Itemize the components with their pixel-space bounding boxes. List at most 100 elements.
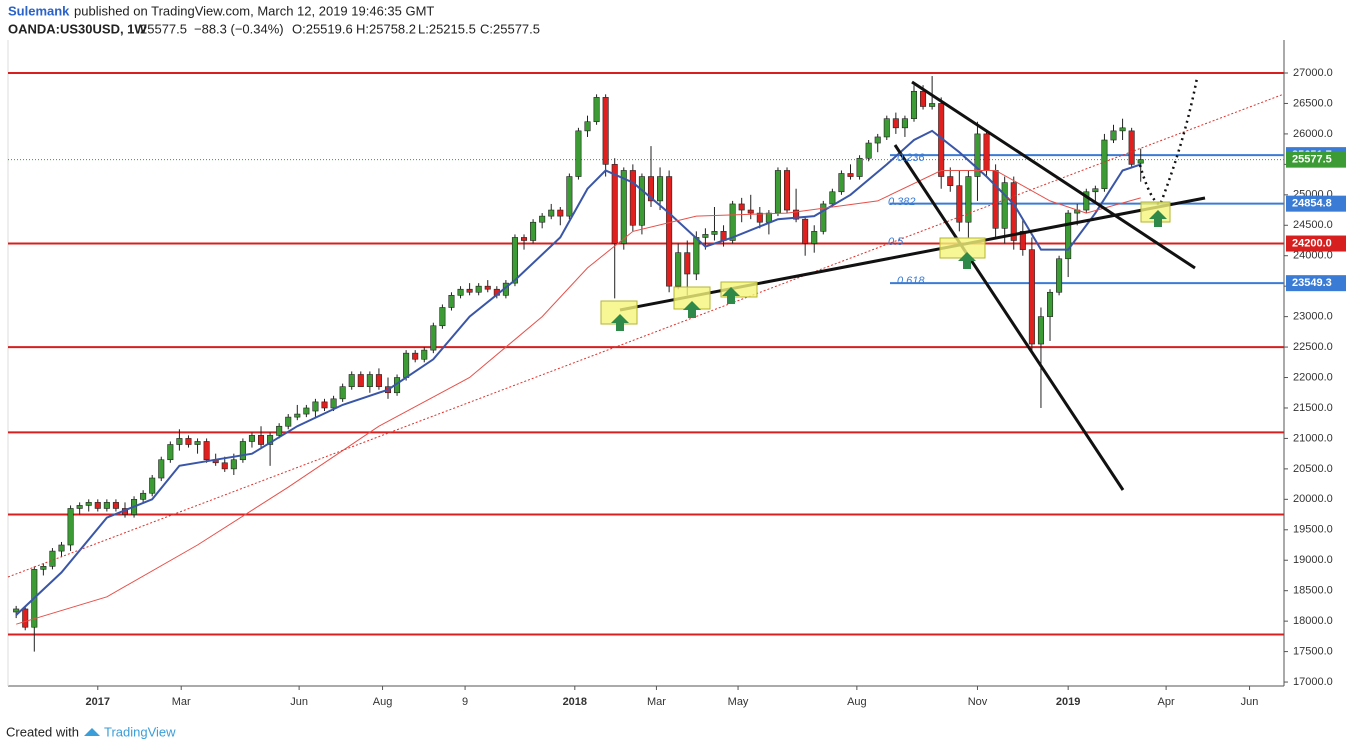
x-tick-label: Jun — [1241, 696, 1259, 708]
trend-dotted — [7, 93, 1285, 578]
author: Sulemank — [8, 3, 70, 18]
candle-body — [312, 401, 319, 412]
arrow-up — [1149, 210, 1167, 227]
candle-body — [149, 477, 156, 494]
fib-label: 0.236 — [897, 152, 925, 164]
candle-body — [657, 176, 664, 202]
candle-body — [992, 170, 999, 229]
candle-body — [530, 221, 537, 241]
candle-body — [1056, 258, 1063, 293]
fib-label: 0.618 — [897, 275, 925, 287]
published: published on TradingView.com, March 12, … — [74, 3, 434, 18]
candle-body — [348, 374, 355, 387]
candle-body — [258, 435, 265, 445]
candle-body — [647, 176, 655, 202]
x-tick-label: Jun — [290, 696, 308, 708]
annotations: 0.236 0.382 0.5 0.618 — [7, 77, 1285, 578]
y-tick-label: 20000.0 — [1293, 493, 1333, 505]
ohlc-low: L:25215.5 — [418, 21, 476, 36]
candle-body — [239, 441, 246, 461]
arrow-up — [958, 252, 976, 269]
candle-body — [85, 502, 92, 506]
candle-body — [901, 118, 908, 129]
symbol: OANDA:US30USD, 1W — [8, 21, 147, 36]
fib-label: 0.5 — [888, 236, 904, 248]
candle-body — [929, 103, 936, 107]
y-tick-label: 19500.0 — [1293, 524, 1333, 536]
candle-body — [248, 435, 255, 442]
candle-body — [103, 502, 110, 509]
x-tick-label: Aug — [847, 696, 867, 708]
moving-average — [16, 170, 1141, 625]
candle-body — [321, 401, 328, 409]
trendline — [911, 80, 1196, 270]
candle-body — [666, 176, 673, 287]
candle-body — [611, 164, 618, 244]
candle-body — [892, 118, 899, 129]
candle-body — [448, 295, 455, 308]
candle-body — [521, 237, 528, 241]
trendline — [619, 196, 1206, 312]
x-tick-label: 2017 — [86, 696, 110, 708]
y-tick-label: 21000.0 — [1293, 432, 1333, 444]
candle-body — [1101, 139, 1108, 190]
candle-body — [412, 352, 419, 360]
projection — [1138, 77, 1199, 207]
candle-body — [1047, 291, 1054, 317]
candle-body — [230, 459, 237, 470]
candle-body — [475, 285, 482, 293]
candle-body — [747, 209, 754, 214]
candle-body — [711, 231, 718, 235]
candle-body — [484, 285, 491, 290]
y-tick-label: 17000.0 — [1293, 676, 1333, 688]
candle-body — [112, 502, 119, 509]
candle-body — [176, 438, 183, 445]
candle-body — [983, 133, 990, 171]
candle-body — [847, 173, 854, 177]
moving-average — [15, 129, 1142, 616]
y-tick-label: 26000.0 — [1293, 128, 1333, 140]
arrow-up — [722, 287, 740, 304]
candle-body — [1137, 159, 1144, 164]
candle-body — [94, 502, 101, 509]
y-tick-label: 24000.0 — [1293, 250, 1333, 262]
price-tag — [1286, 195, 1346, 212]
price-tag-label: 24200.0 — [1292, 237, 1332, 249]
candle-body — [13, 608, 20, 613]
x-tick-label: Mar — [172, 696, 191, 708]
candle-body — [883, 118, 890, 138]
x-tick-label: Aug — [373, 696, 393, 708]
y-tick-label: 23000.0 — [1293, 311, 1333, 323]
candle-body — [40, 566, 47, 570]
candle-body — [511, 237, 518, 284]
candle-body — [974, 133, 981, 177]
candle-body — [76, 505, 83, 509]
x-tick-label: May — [728, 696, 749, 708]
last-price: 25577.5 — [140, 21, 187, 36]
candle-body — [1083, 191, 1090, 211]
candle-body — [285, 416, 292, 427]
candle-body — [620, 170, 627, 244]
x-tick-label: 9 — [462, 696, 468, 708]
candle-body — [693, 237, 700, 275]
candle-body — [593, 97, 600, 123]
candle-body — [965, 176, 972, 223]
candle-body — [276, 425, 283, 436]
x-tick-label: 2018 — [563, 696, 587, 708]
candle-body — [1028, 249, 1035, 345]
candle-body — [566, 176, 573, 217]
price-tag-label: 25577.5 — [1292, 154, 1332, 166]
x-tick-label: Apr — [1158, 696, 1175, 708]
ohlc-open: O:25519.6 — [292, 21, 353, 36]
candle-body — [375, 374, 382, 387]
y-tick-label: 17500.0 — [1293, 645, 1333, 657]
y-tick-label: 22500.0 — [1293, 341, 1333, 353]
price-tag-label: 24854.8 — [1292, 198, 1332, 210]
candle-body — [629, 170, 636, 226]
candle-body — [1065, 212, 1072, 260]
candle-body — [575, 130, 582, 177]
price-tag — [1286, 275, 1346, 292]
candle-body — [539, 215, 546, 223]
candle-body — [947, 176, 954, 186]
